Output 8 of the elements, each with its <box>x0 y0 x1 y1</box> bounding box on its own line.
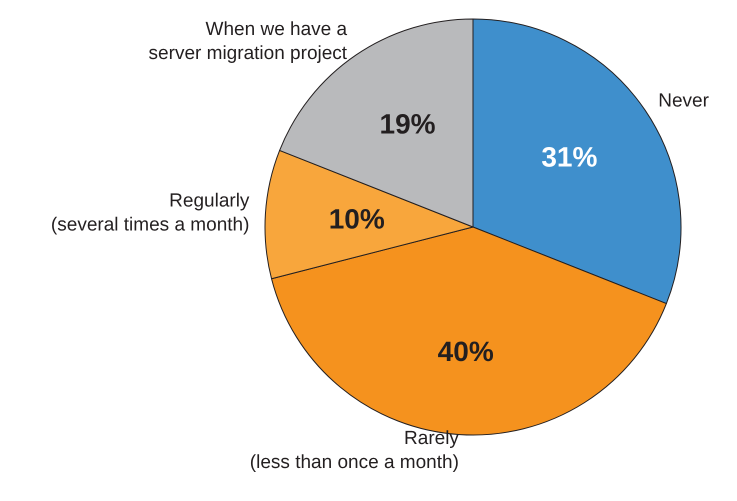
slice-label: Regularly (several times a month) <box>50 190 250 236</box>
data-label: 40% <box>438 336 494 368</box>
data-label: 31% <box>541 141 598 172</box>
data-label: 19% <box>380 108 436 140</box>
data-label: 10% <box>328 204 385 235</box>
slice-label: Rarely (less than once a month) <box>250 428 460 474</box>
slice-label: Never <box>658 90 710 112</box>
slice-label: When we have a server migration project <box>148 19 348 64</box>
